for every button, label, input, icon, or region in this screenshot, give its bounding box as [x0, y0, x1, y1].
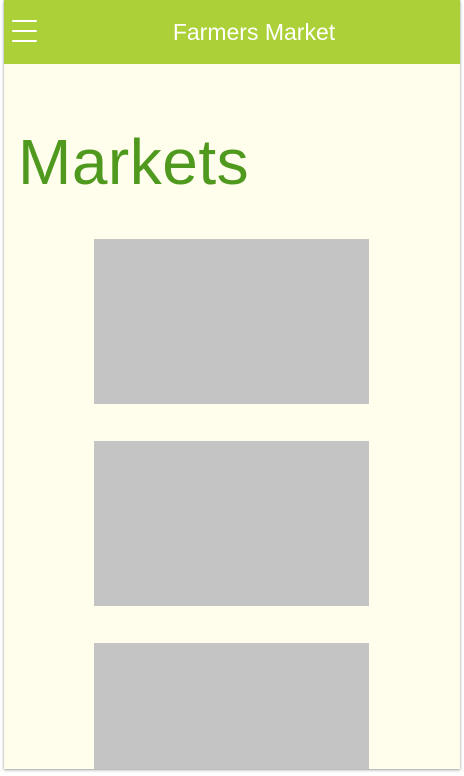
app-bar: Farmers Market	[4, 0, 460, 64]
app-title: Farmers Market	[4, 18, 460, 46]
app-screen: Farmers Market Markets	[4, 0, 460, 769]
market-card[interactable]	[94, 441, 369, 606]
market-card[interactable]	[94, 643, 369, 769]
page-title: Markets	[18, 124, 249, 200]
market-card[interactable]	[94, 239, 369, 404]
